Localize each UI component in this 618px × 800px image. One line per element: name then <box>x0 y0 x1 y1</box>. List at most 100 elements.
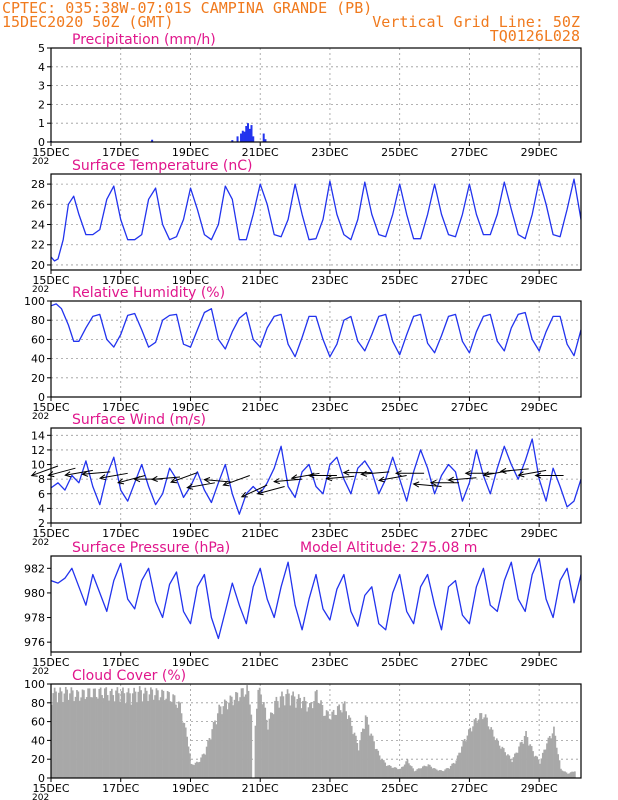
cloud-bar <box>222 706 225 778</box>
cloud-bar <box>63 693 66 778</box>
cloud-bar <box>211 729 214 778</box>
cloud-bar <box>279 696 282 778</box>
cloud-bar <box>537 759 540 778</box>
cloud-bar <box>187 746 190 778</box>
cloud-bar <box>463 738 466 778</box>
cloud-bar <box>78 700 81 778</box>
cloud-bar <box>423 765 426 778</box>
cloud-bar <box>210 739 212 778</box>
cloud-bar <box>254 725 257 778</box>
cloud-bar <box>522 743 525 778</box>
cloud-bar <box>402 766 405 778</box>
cloud-bar <box>285 694 288 778</box>
cloud-bar <box>431 768 434 778</box>
cloud-bar <box>148 694 151 778</box>
cloud-bar <box>325 710 328 778</box>
x-tick-label: 25DEC <box>381 527 418 540</box>
x-year-label: 202 <box>32 285 49 295</box>
cloud-bar <box>147 701 149 778</box>
precip-bar <box>250 125 253 142</box>
cloud-bar <box>64 686 67 778</box>
cloud-bar <box>150 687 152 778</box>
cloud-bar <box>385 766 388 778</box>
wind-arrow-head <box>377 476 386 483</box>
cloud-bar <box>235 692 237 778</box>
precip-frame <box>50 47 582 143</box>
wind-line <box>50 438 582 515</box>
cloud-bar <box>263 702 265 778</box>
cloud-bar <box>442 771 445 778</box>
cloud-bar <box>112 695 115 778</box>
cloud-bar <box>136 702 138 778</box>
cloud-bar <box>134 691 137 778</box>
cloud-bar <box>186 736 188 778</box>
cloud-bar <box>469 727 472 778</box>
wind-arrow-head <box>81 470 89 477</box>
cloud-bar <box>396 769 399 778</box>
cloud-bar <box>184 727 187 778</box>
cloud-bar <box>286 689 289 778</box>
cloud-bar <box>274 700 276 778</box>
cloud-bar <box>466 735 469 778</box>
cloud-bar <box>452 762 455 778</box>
cloud-bar <box>302 701 304 778</box>
y-tick-label: 24 <box>31 219 45 232</box>
wind-arrow-head <box>186 483 194 490</box>
cloud-bar <box>168 692 170 778</box>
cloud-bar <box>364 715 367 778</box>
x-tick-label: 29DEC <box>521 146 558 159</box>
cloud-bar <box>550 738 553 778</box>
cloud-bar <box>391 767 394 778</box>
cloud-bar <box>318 703 321 778</box>
cloud-bar <box>438 770 441 778</box>
cloud-bar <box>269 712 272 778</box>
cloud-bar <box>265 719 268 778</box>
cloud-bar <box>334 714 336 778</box>
wind-arrow-head <box>447 476 455 483</box>
cloud-bar <box>547 737 550 778</box>
y-tick-label: 10 <box>31 459 45 472</box>
x-tick-label: 15DEC <box>32 401 69 414</box>
cloud-bar <box>424 766 427 778</box>
cloud-bar <box>501 746 504 778</box>
x-year-label: 202 <box>32 538 49 548</box>
wind-arrow-head <box>412 481 420 488</box>
cloud-bar <box>152 699 155 778</box>
cloud-bar <box>473 719 476 778</box>
cloud-bar <box>388 765 391 778</box>
y-tick-label: 4 <box>38 61 45 74</box>
x-tick-label: 29DEC <box>521 274 558 287</box>
precip-title: Precipitation (mm/h) <box>72 32 216 48</box>
cloud-bar <box>477 719 480 778</box>
cloud-bar <box>143 693 145 778</box>
model-altitude-label: Model Altitude: 275.08 m <box>300 540 477 556</box>
x-tick-label: 27DEC <box>451 401 488 414</box>
cloud-bar <box>420 768 423 778</box>
cloud-bar <box>81 689 84 778</box>
cloud-bar <box>362 728 364 778</box>
cloud-bar <box>356 742 359 778</box>
cloud-bar <box>500 748 502 778</box>
cloud-bar <box>410 766 413 778</box>
cloud-bar <box>468 729 470 778</box>
cloud-bar <box>355 735 357 778</box>
cloud-bar <box>129 693 131 778</box>
cloud-bar <box>314 691 317 778</box>
cloud-bar <box>242 688 244 778</box>
cloud-bar <box>155 688 158 778</box>
cloud-bar <box>338 704 341 778</box>
cloud-bar <box>141 701 144 778</box>
cloud-bar <box>435 769 438 778</box>
cloud-bar <box>77 691 80 778</box>
cloud-bar <box>289 705 292 778</box>
cloud-bar <box>353 732 356 778</box>
x-tick-label: 19DEC <box>172 146 209 159</box>
cloud-bar <box>369 735 371 778</box>
cloud-bar <box>268 718 271 778</box>
cloud-bar <box>416 769 419 778</box>
cloud-bar <box>455 760 458 778</box>
precip-bar <box>248 128 251 142</box>
wind-arrow <box>31 465 59 477</box>
cloud-bar <box>488 729 491 778</box>
x-tick-label: 15DEC <box>32 274 69 287</box>
